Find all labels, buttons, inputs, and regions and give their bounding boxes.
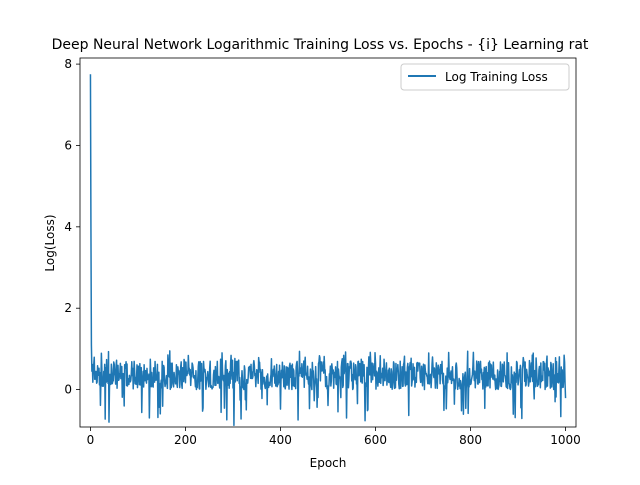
legend: Log Training Loss [400, 63, 570, 91]
x-tick-label: 200 [174, 433, 197, 447]
x-axis: 0 200 400 600 800 1000 [87, 427, 581, 447]
legend-label-log-training-loss: Log Training Loss [445, 70, 548, 84]
y-axis: 0 2 4 6 8 [64, 57, 80, 397]
y-tick-label: 8 [64, 57, 72, 71]
y-tick-label: 0 [64, 383, 72, 397]
series-layer [89, 74, 567, 427]
x-tick-label: 400 [269, 433, 292, 447]
x-tick-label: 600 [364, 433, 387, 447]
x-tick-label: 0 [87, 433, 95, 447]
plot-area [79, 57, 577, 428]
y-tick-label: 2 [64, 301, 72, 315]
series-line-log-training-loss [89, 74, 567, 427]
y-tick-label: 4 [64, 220, 72, 234]
x-tick-label: 800 [459, 433, 482, 447]
y-tick-label: 6 [64, 138, 72, 152]
y-axis-label: Log(Loss) [43, 214, 57, 271]
legend-box [400, 63, 570, 91]
x-axis-label: Epoch [310, 456, 347, 470]
chart-title: Deep Neural Network Logarithmic Training… [52, 37, 589, 53]
axes-frame [79, 57, 577, 428]
x-tick-label: 1000 [550, 433, 581, 447]
